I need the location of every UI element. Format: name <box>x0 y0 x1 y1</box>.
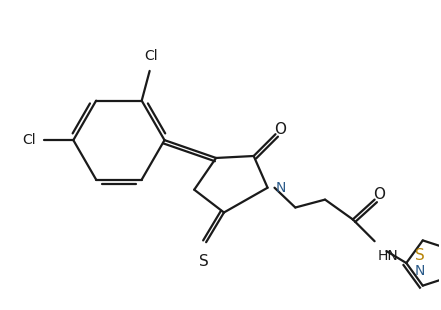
Text: S: S <box>415 248 425 263</box>
Text: Cl: Cl <box>22 133 36 147</box>
Text: Cl: Cl <box>144 49 157 63</box>
Text: O: O <box>374 187 385 202</box>
Text: N: N <box>415 264 425 278</box>
Text: S: S <box>199 254 209 269</box>
Text: O: O <box>274 122 287 137</box>
Text: N: N <box>276 181 286 195</box>
Text: HN: HN <box>377 249 398 263</box>
